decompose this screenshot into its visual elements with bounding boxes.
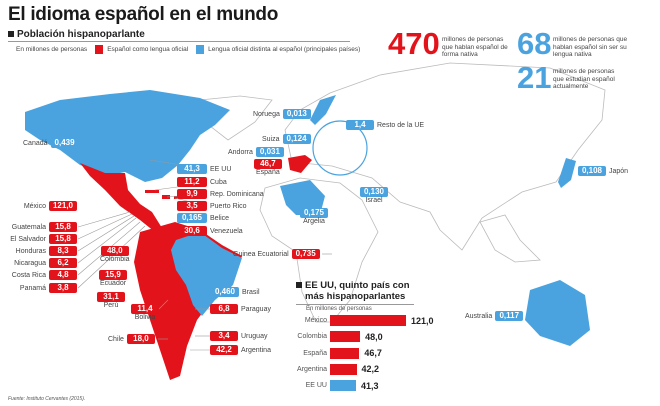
label-australia: Australia 0,117 — [462, 311, 524, 321]
japan-shape — [558, 158, 576, 188]
label-peru: 31,1 Perú — [97, 292, 125, 309]
bar-category-label: Argentina — [297, 365, 327, 373]
label-costa-rica: Costa Rica 4,8 — [0, 270, 77, 280]
bar — [330, 331, 361, 343]
divider — [8, 41, 350, 42]
legend-label: Español como lengua oficial — [107, 46, 189, 53]
bar-value-label: 42,2 — [361, 364, 380, 375]
bar-row: España 46,7 — [280, 347, 382, 359]
bar — [330, 315, 406, 326]
label-puerto-rico: 3,5 Puerto Rico — [177, 201, 250, 211]
eurasia-shape — [284, 62, 606, 251]
label-argelia: 0,175 Argelia — [300, 208, 328, 225]
legend-swatch-blue — [196, 45, 205, 54]
bar-category-label: EE UU — [305, 382, 327, 390]
bar-row: Argentina 42,2 — [280, 363, 380, 375]
label-cuba: 11,2 Cuba — [177, 177, 230, 187]
bar-category-label: España — [303, 349, 327, 357]
label-argentina: 42,2 Argentina — [210, 345, 274, 355]
legend: En millones de personas Español como len… — [16, 45, 360, 54]
legend-swatch-red — [95, 45, 104, 54]
label-japon: 0,108 Japón — [578, 166, 631, 176]
bar — [330, 363, 357, 375]
label-honduras: Honduras 8,3 — [0, 246, 77, 256]
label-suiza: Suiza 0,124 — [259, 134, 311, 144]
label-uruguay: 3,4 Uruguay — [210, 331, 270, 341]
north-america-shape — [25, 90, 230, 182]
legend-label: Lengua oficial distinta al español (prin… — [208, 46, 361, 53]
label-guinea-ecuatorial: Guinea Ecuatorial 0,735 — [230, 249, 320, 259]
bar-category-label: México — [304, 317, 327, 324]
label-panama: Panamá 3,8 — [0, 283, 77, 293]
eu-highlight-circle — [312, 120, 368, 176]
label-noruega: Noruega 0,013 — [250, 109, 311, 119]
stat-native-text: millones de personas que hablan español … — [442, 36, 508, 58]
bar — [330, 380, 356, 392]
chart-divider — [296, 304, 414, 305]
bar — [330, 347, 360, 359]
section-subtitle: Población hispanoparlante — [8, 29, 145, 40]
label-guatemala: Guatemala 15,8 — [0, 222, 77, 232]
legend-other: Lengua oficial distinta al español (prin… — [196, 45, 360, 54]
label-israel: 0,130 Israel — [360, 187, 388, 204]
algeria-shape — [280, 180, 325, 215]
label-eeuu: 41,3 EE UU — [177, 164, 234, 174]
label-rep-dominicana: 9,9 Rep. Dominicana — [177, 189, 267, 199]
label-mexico: México 121,0 — [6, 201, 77, 211]
spain-shape — [288, 155, 312, 173]
label-brasil: 0,460 Brasil — [211, 287, 263, 297]
label-chile: Chile 18,0 — [105, 334, 155, 344]
stat-native-value: 470 — [388, 26, 440, 61]
bar-value-label: 121,0 — [411, 315, 434, 326]
chart-subtitle: En millones de personas — [306, 306, 372, 312]
bar-row: México 121,0 — [280, 315, 434, 326]
caribbean-islands — [145, 190, 177, 199]
page-title: El idioma español en el mundo — [8, 4, 279, 25]
stat-students-value: 21 — [517, 60, 552, 95]
label-bolivia: 11,4 Bolivia — [131, 304, 159, 321]
bar-row: Colombia 48,0 — [280, 331, 383, 343]
label-venezuela: 30,6 Venezuela — [177, 226, 246, 236]
se-asia-shape — [479, 214, 541, 263]
mexico-central-america-shape — [80, 163, 162, 232]
legend-official: Español como lengua oficial — [95, 45, 188, 54]
label-ecuador: 15,9 Ecuador — [99, 270, 128, 287]
label-nicaragua: Nicaragua 6,2 — [0, 258, 77, 268]
label-andorra: Andorra 0,031 — [225, 147, 284, 157]
bar-category-label: Colombia — [297, 333, 327, 341]
label-resto-ue: 1,4 Resto de la UE — [346, 120, 427, 130]
bar-value-label: 41,3 — [360, 380, 379, 391]
label-belice: 0,165 Belice — [177, 213, 232, 223]
bar-value-label: 48,0 — [365, 331, 383, 342]
label-espana: 46,7 España — [253, 159, 283, 176]
chart-title: EE UU, quinto país con más hispanoparlant… — [296, 280, 410, 302]
label-canada: Canadá 0,439 — [20, 138, 79, 148]
bar-value-label: 46,7 — [364, 348, 382, 359]
stat-nonnative-text: millones de personas que hablan español … — [553, 36, 628, 58]
label-paraguay: 6,8 Paraguay — [210, 304, 274, 314]
source-note: Fuente: Instituto Cervantes (2015). — [8, 396, 86, 402]
norway-shape — [310, 95, 336, 125]
stat-students-text: millones de personas que estudian españo… — [553, 68, 615, 90]
bar-row: EE UU 41,3 — [280, 380, 379, 392]
brazil-shape — [171, 232, 242, 316]
australia-shape — [525, 280, 590, 346]
stat-nonnative-value: 68 — [517, 26, 552, 61]
label-el-salvador: El Salvador 15,8 — [0, 234, 77, 244]
label-colombia: 48,0 Colombia — [100, 246, 130, 263]
legend-unit: En millones de personas — [16, 46, 88, 53]
